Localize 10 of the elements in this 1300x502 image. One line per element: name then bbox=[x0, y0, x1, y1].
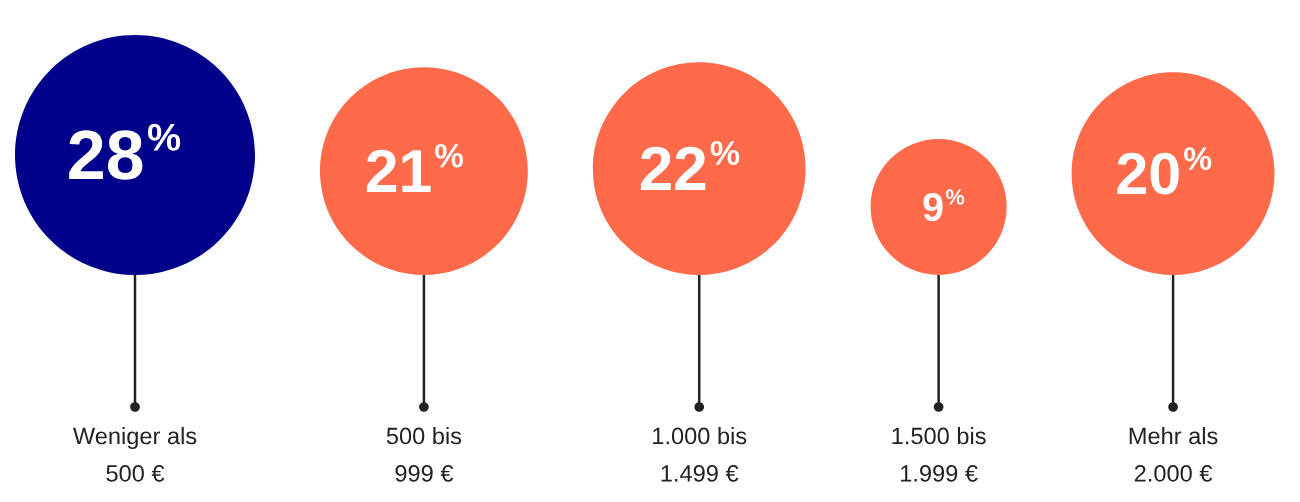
data-label: 9% bbox=[923, 189, 965, 222]
category-label: Mehr als 2.000 € bbox=[1129, 427, 1218, 482]
data-label: 28% bbox=[69, 123, 181, 180]
category-label: 1.000 bis 1.499 € bbox=[653, 427, 747, 482]
data-label: 22% bbox=[640, 140, 740, 190]
category-label: 1.500 bis 1.999 € bbox=[892, 427, 986, 482]
category-label: 500 bis 999 € bbox=[386, 427, 462, 482]
category-label: Weniger als 500 € bbox=[72, 427, 197, 482]
data-label: 20% bbox=[1117, 147, 1212, 195]
data-label: 21% bbox=[366, 144, 464, 192]
